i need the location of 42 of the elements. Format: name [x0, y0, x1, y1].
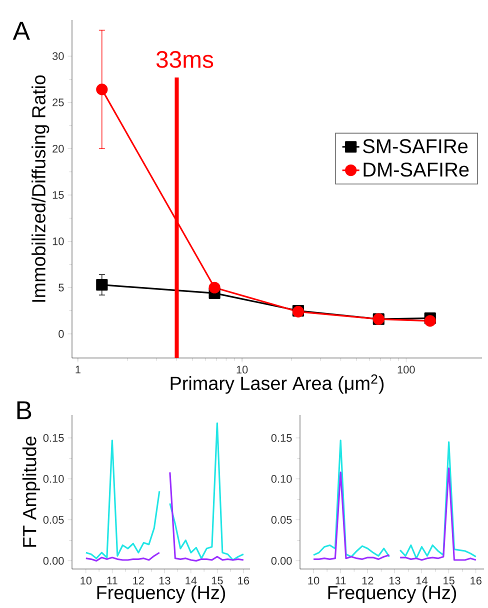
- x-tick-label: 11: [107, 576, 118, 584]
- y-tick-label: 20: [52, 144, 64, 153]
- y-axis-title: FT Amplitude: [22, 436, 40, 547]
- ref-line-label: 33ms: [156, 51, 214, 68]
- x-tick-label: 10: [80, 576, 92, 585]
- legend-label: SM-SAFIRe: [363, 139, 468, 154]
- x-tick-label: 14: [416, 576, 428, 584]
- x-tick-label: 15: [444, 576, 454, 584]
- x-tick-label: 16: [470, 576, 482, 585]
- y-tick-label: 0.15: [271, 434, 292, 442]
- y-tick-label: 0.00: [271, 556, 292, 565]
- y-axis-title: Immobilized/Diffusing Ratio: [32, 75, 50, 302]
- y-tick-label: 0: [58, 330, 64, 338]
- x-axis-title: Frequency (Hz): [97, 585, 226, 604]
- x-tick-label: 16: [238, 576, 250, 585]
- x-tick-label: 12: [133, 576, 144, 584]
- x-axis-title: Primary Laser Area (μm$^{2}$): [170, 374, 384, 394]
- x-tick-label: 10: [308, 576, 320, 585]
- y-tick-label: 0.10: [271, 475, 292, 483]
- y-tick-label: 0.10: [43, 475, 64, 483]
- x-axis-title: Frequency (Hz): [328, 585, 456, 604]
- x-tick-label: 1: [76, 366, 80, 374]
- text: B: [17, 401, 32, 420]
- legend-label: DM-SAFIRe: [364, 162, 469, 177]
- x-tick-label: 11: [336, 576, 346, 584]
- x-tick-label: 15: [212, 576, 223, 584]
- x-tick-label: 14: [186, 576, 197, 584]
- y-tick-label: 0.05: [43, 516, 64, 524]
- y-tick-label: 5: [58, 284, 64, 292]
- y-tick-label: 10: [52, 237, 64, 246]
- y-tick-label: 0.00: [43, 556, 64, 565]
- x-tick-label: 13: [389, 576, 400, 585]
- x-tick-label: 10: [236, 366, 248, 374]
- y-tick-label: 25: [52, 98, 64, 106]
- x-tick-label: 12: [362, 576, 374, 584]
- text: A: [12, 22, 30, 40]
- x-tick-label: 100: [398, 366, 415, 374]
- y-tick-label: 15: [52, 191, 64, 199]
- x-tick-label: 13: [159, 576, 170, 585]
- y-tick-label: 30: [52, 52, 64, 60]
- y-tick-label: 0.15: [43, 434, 64, 442]
- y-tick-label: 0.05: [271, 516, 292, 524]
